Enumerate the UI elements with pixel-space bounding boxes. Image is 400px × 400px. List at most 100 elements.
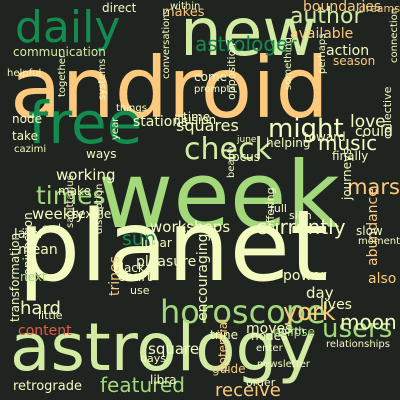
cloud-word: something — [283, 37, 294, 90]
cloud-word: order — [246, 376, 276, 389]
cloud-word: day — [306, 284, 334, 302]
cloud-word: ways — [86, 147, 117, 161]
cloud-word: communication — [13, 45, 106, 59]
cloud-word: sextile — [72, 207, 112, 221]
cloud-word: working — [56, 166, 116, 184]
cloud-word: offering — [264, 187, 277, 230]
cloud-word: relationships — [326, 339, 390, 350]
cloud-word: stations — [133, 114, 189, 130]
cloud-word: moon — [340, 310, 397, 334]
cloud-word: horoscope — [160, 293, 326, 331]
cloud-word: together — [57, 53, 68, 97]
cloud-word: potential — [216, 318, 230, 372]
cloud-word: also — [368, 271, 397, 287]
cloud-word: could — [355, 124, 393, 140]
cloud-word: users — [322, 314, 393, 344]
cloud-word: helpful — [7, 68, 42, 79]
cloud-word: slow — [356, 224, 383, 238]
cloud-word: mars — [347, 175, 400, 199]
cloud-word: trine — [210, 328, 238, 342]
cloud-word: boundaries — [303, 0, 382, 15]
cloud-word: moves — [246, 321, 293, 337]
cloud-word: astrology — [10, 309, 317, 386]
cloud-word: prompts — [194, 84, 236, 95]
cloud-word: action — [326, 43, 370, 59]
cloud-word: within — [170, 1, 201, 12]
cloud-word: encouraging — [195, 233, 211, 322]
cloud-word: things — [116, 103, 147, 114]
cloud-word: sagittarius — [65, 175, 76, 228]
cloud-word: make — [58, 184, 91, 198]
cloud-word: squares — [176, 116, 239, 135]
cloud-word: later — [14, 227, 45, 242]
cloud-word: season — [333, 54, 376, 68]
cloud-word: times — [36, 181, 106, 210]
cloud-word: author — [290, 4, 363, 29]
cloud-word: music — [318, 131, 378, 155]
cloud-word: makes — [162, 5, 205, 20]
cloud-word: end — [42, 223, 61, 234]
cloud-word: full — [270, 202, 287, 215]
cloud-word: disruption — [94, 183, 105, 234]
cloud-word: pleasure — [136, 254, 197, 270]
cloud-word: retrograde — [13, 379, 82, 394]
cloud-word: sign — [289, 209, 312, 222]
cloud-word: toward — [304, 130, 346, 144]
cloud-word: perhaps — [317, 33, 328, 74]
cloud-word: workshops — [150, 218, 231, 236]
cloud-word: next — [20, 270, 47, 284]
cloud-word: time — [183, 110, 211, 124]
cloud-word: libra — [150, 373, 177, 387]
cloud-word: year — [110, 117, 121, 140]
cloud-word: york — [283, 298, 336, 326]
cloud-word: available — [290, 26, 354, 42]
cloud-word: moment — [357, 236, 400, 247]
cloud-word: square — [148, 340, 200, 358]
cloud-word: connection — [389, 7, 400, 63]
cloud-word: new — [180, 0, 317, 71]
cloud-word: hard — [20, 298, 61, 319]
cloud-word: astrologer — [195, 32, 297, 56]
cloud-word: use — [130, 284, 150, 297]
cloud-word: black — [113, 261, 145, 275]
cloud-word: receive — [215, 380, 281, 400]
cloud-word: daily — [15, 2, 121, 53]
cloud-word: finally — [332, 149, 369, 163]
cloud-word: little — [38, 309, 63, 322]
cloud-word: enter — [256, 343, 283, 354]
cloud-word: nodes — [251, 329, 288, 343]
cloud-word: illusion — [174, 113, 217, 127]
cloud-word: come — [194, 70, 228, 84]
cloud-word: days — [140, 352, 166, 365]
cloud-word: focus — [228, 150, 261, 164]
cloud-word: check — [184, 132, 272, 167]
cloud-word: mean — [18, 242, 58, 258]
cloud-word: systems — [97, 58, 108, 100]
cloud-word: north — [278, 326, 305, 337]
cloud-word: newsletter — [257, 359, 310, 370]
cloud-word: planet — [18, 190, 329, 304]
cloud-word: love — [350, 112, 386, 132]
cloud-word: android — [10, 39, 329, 137]
cloud-word: eclipse — [273, 325, 315, 339]
cloud-word: currently — [256, 215, 346, 239]
cloud-word: featured — [100, 373, 185, 397]
cloud-word: sun — [122, 228, 156, 250]
cloud-word: conversations — [161, 9, 172, 79]
cloud-word: lunar — [141, 236, 172, 250]
cloud-word: might — [268, 114, 344, 144]
cloud-word: lives — [320, 297, 352, 313]
cloud-word: content — [18, 323, 72, 339]
cloud-word: june — [237, 135, 257, 145]
cloud-word: free — [28, 89, 143, 157]
cloud-word: chart — [118, 270, 152, 285]
cloud-word: node — [12, 112, 42, 126]
cloud-word: dreams — [358, 2, 400, 15]
cloud-word: take — [12, 129, 38, 143]
cloud-word: helping — [266, 136, 311, 150]
cloud-word: direct — [102, 1, 137, 15]
cloud-word: cazimi — [14, 144, 47, 155]
cloud-word: week — [98, 142, 340, 249]
cloud-word: weekly — [32, 205, 85, 223]
